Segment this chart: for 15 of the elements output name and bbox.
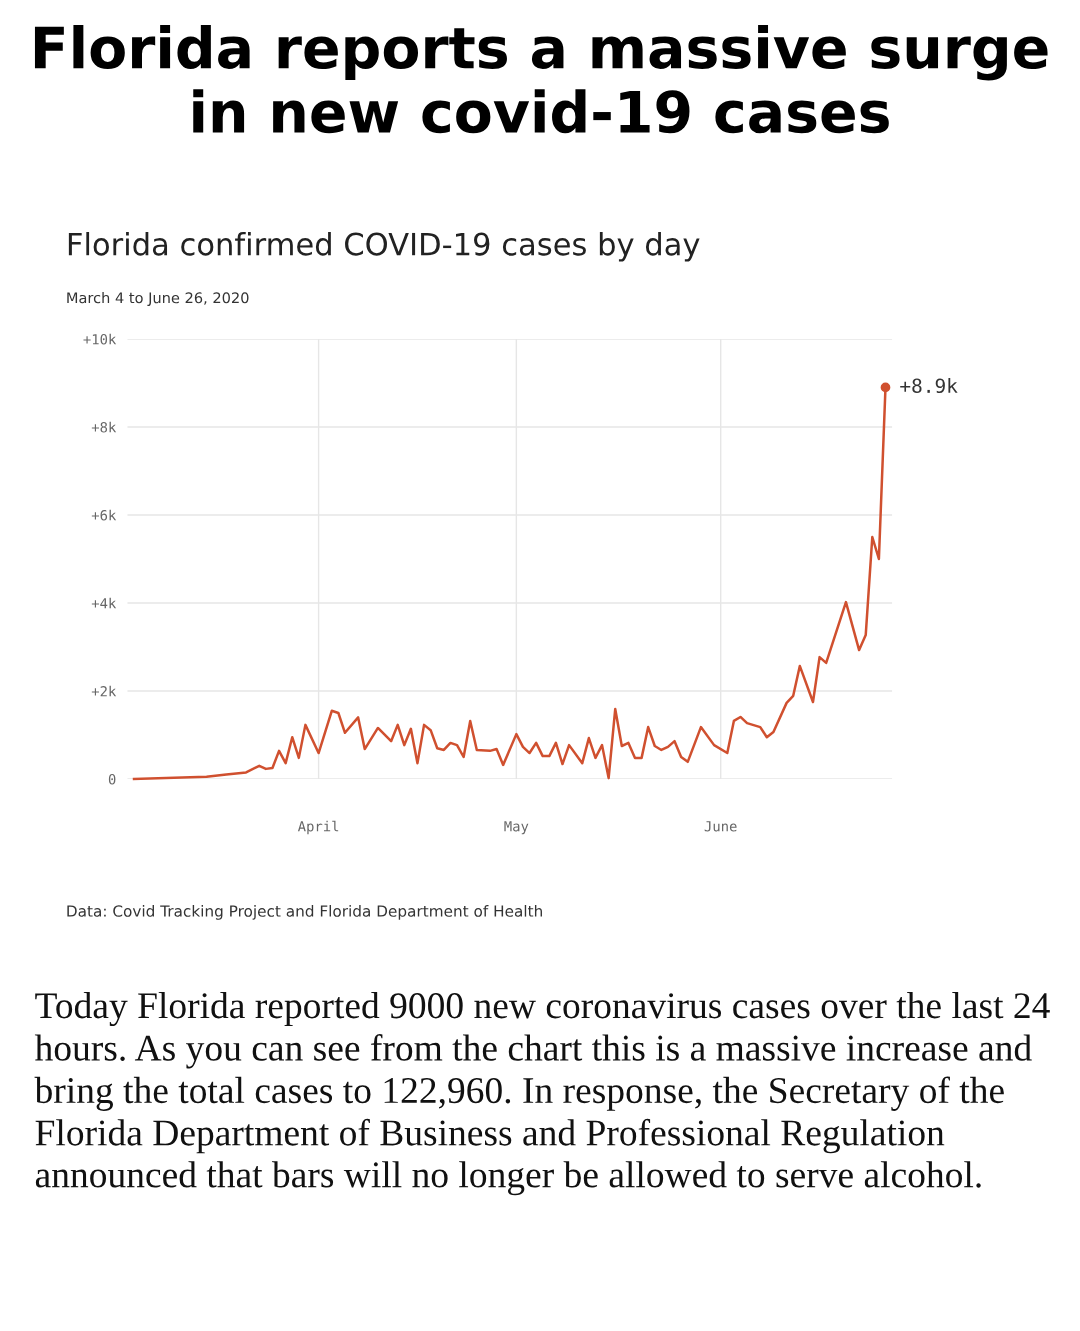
annotation: +8.9k [900,378,958,394]
text: March 4 to June 26, 2020 [67,292,249,306]
x-tick-label: April [297,820,339,835]
x-tick-label: June [704,821,737,832]
chart-title: Florida reports a massive surge in new covid-19 cases [34,25,1048,134]
text: Data: Covid Tracking Project and Florida Department of Health [67,905,542,920]
x-tick-label: May [504,821,529,835]
y-tick-label: +8k [91,421,117,433]
y-tick-label: +10k [83,333,117,345]
text: Today Florida reported 9000 new coronavirus cases over the last 24 hours. As you can see from the chart this is a massive increase and bring the total cases to 122,960. In response, the Secretary of the Florida Department of Business and Professional Regulation announced that bars will no longer be allowed to serve alcohol. [34,992,1050,1196]
y-tick-label: +2k [91,685,117,697]
y-tick-label: 0 [108,774,116,785]
y-tick-label: +6k [91,509,117,521]
chart-subtitle: Florida confirmed COVID-19 cases by day [68,232,700,262]
y-tick-label: +4k [91,597,117,609]
